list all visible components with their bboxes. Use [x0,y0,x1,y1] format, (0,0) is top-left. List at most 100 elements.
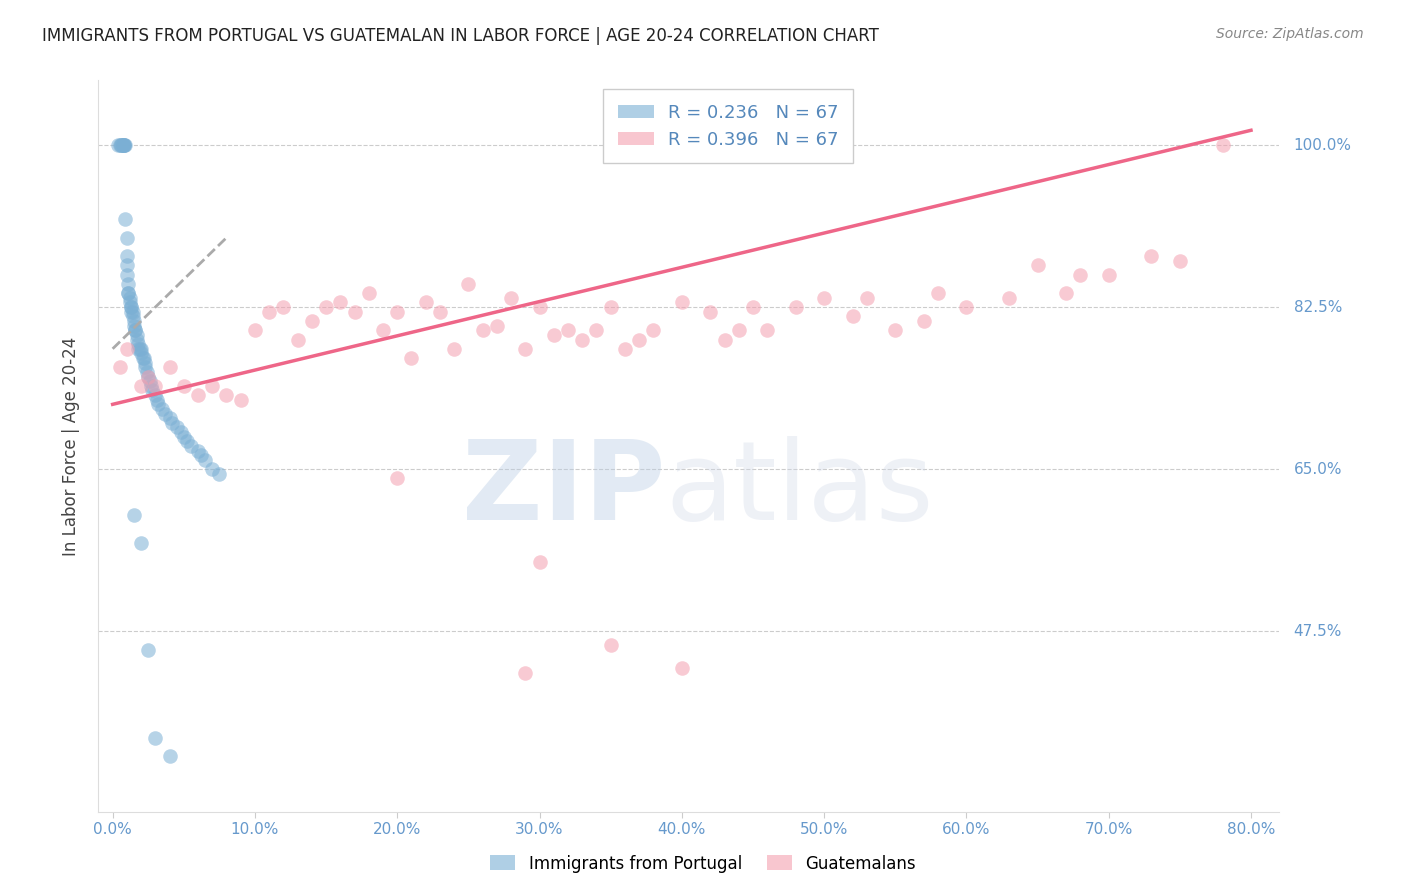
Point [557,323,579,337]
Point [315,300,337,314]
Legend: R = 0.236   N = 67, R = 0.396   N = 67: R = 0.236 N = 67, R = 0.396 N = 67 [603,89,853,163]
Point [215,388,238,402]
Point [415,295,437,310]
Point [148,397,170,411]
Point [143,731,166,745]
Point [159,749,181,764]
Point [112,138,135,153]
Point [145,392,167,407]
Point [671,661,693,675]
Point [1168,253,1191,268]
Point [136,642,159,657]
Point [371,323,394,337]
Point [162,416,184,430]
Point [115,259,138,273]
Point [856,291,879,305]
Point [884,323,907,337]
Point [111,138,134,153]
Point [118,295,141,310]
Point [529,300,551,314]
Point [121,304,143,318]
Point [727,323,749,337]
Point [194,453,217,467]
Point [515,342,537,356]
Point [107,138,129,153]
Point [108,360,131,375]
Point [208,467,231,481]
Point [671,295,693,310]
Point [127,337,149,351]
Point [117,277,139,291]
Point [110,138,132,153]
Point [159,360,181,375]
Point [134,356,156,370]
Point [457,277,479,291]
Point [128,342,150,356]
Point [131,351,153,365]
Point [471,323,494,337]
Point [139,379,162,393]
Point [120,300,142,314]
Point [115,249,138,263]
Point [173,379,195,393]
Point [599,638,621,652]
Point [112,138,135,153]
Point [529,555,551,569]
Point [122,508,145,523]
Point [136,369,159,384]
Point [187,388,209,402]
Point [114,212,136,227]
Y-axis label: In Labor Force | Age 20-24: In Labor Force | Age 20-24 [62,336,80,556]
Point [1054,286,1077,301]
Point [613,342,636,356]
Point [141,384,163,398]
Point [643,323,665,337]
Point [180,439,202,453]
Point [138,374,160,388]
Point [143,388,166,402]
Point [127,342,149,356]
Point [111,138,134,153]
Point [143,379,166,393]
Point [135,365,157,379]
Point [125,327,148,342]
Point [927,286,949,301]
Point [166,420,188,434]
Text: 82.5%: 82.5% [1294,300,1343,315]
Point [257,304,280,318]
Point [129,379,152,393]
Point [813,291,835,305]
Point [115,230,138,244]
Text: ZIP: ZIP [463,436,665,543]
Point [628,333,651,347]
Point [117,286,139,301]
Point [115,342,138,356]
Point [515,665,537,680]
Point [499,291,522,305]
Point [132,351,155,365]
Point [243,323,266,337]
Point [201,462,224,476]
Point [998,291,1021,305]
Point [401,351,423,365]
Point [1140,249,1163,263]
Point [120,304,142,318]
Text: 65.0%: 65.0% [1294,462,1343,476]
Point [955,300,977,314]
Point [125,333,148,347]
Point [273,300,295,314]
Point [343,304,366,318]
Point [134,360,156,375]
Point [170,425,193,439]
Point [108,138,131,153]
Point [1026,259,1049,273]
Text: Source: ZipAtlas.com: Source: ZipAtlas.com [1216,27,1364,41]
Point [190,448,212,462]
Point [115,268,138,282]
Point [129,342,152,356]
Point [129,536,152,550]
Point [585,323,607,337]
Point [699,304,721,318]
Point [841,310,863,324]
Point [912,314,935,328]
